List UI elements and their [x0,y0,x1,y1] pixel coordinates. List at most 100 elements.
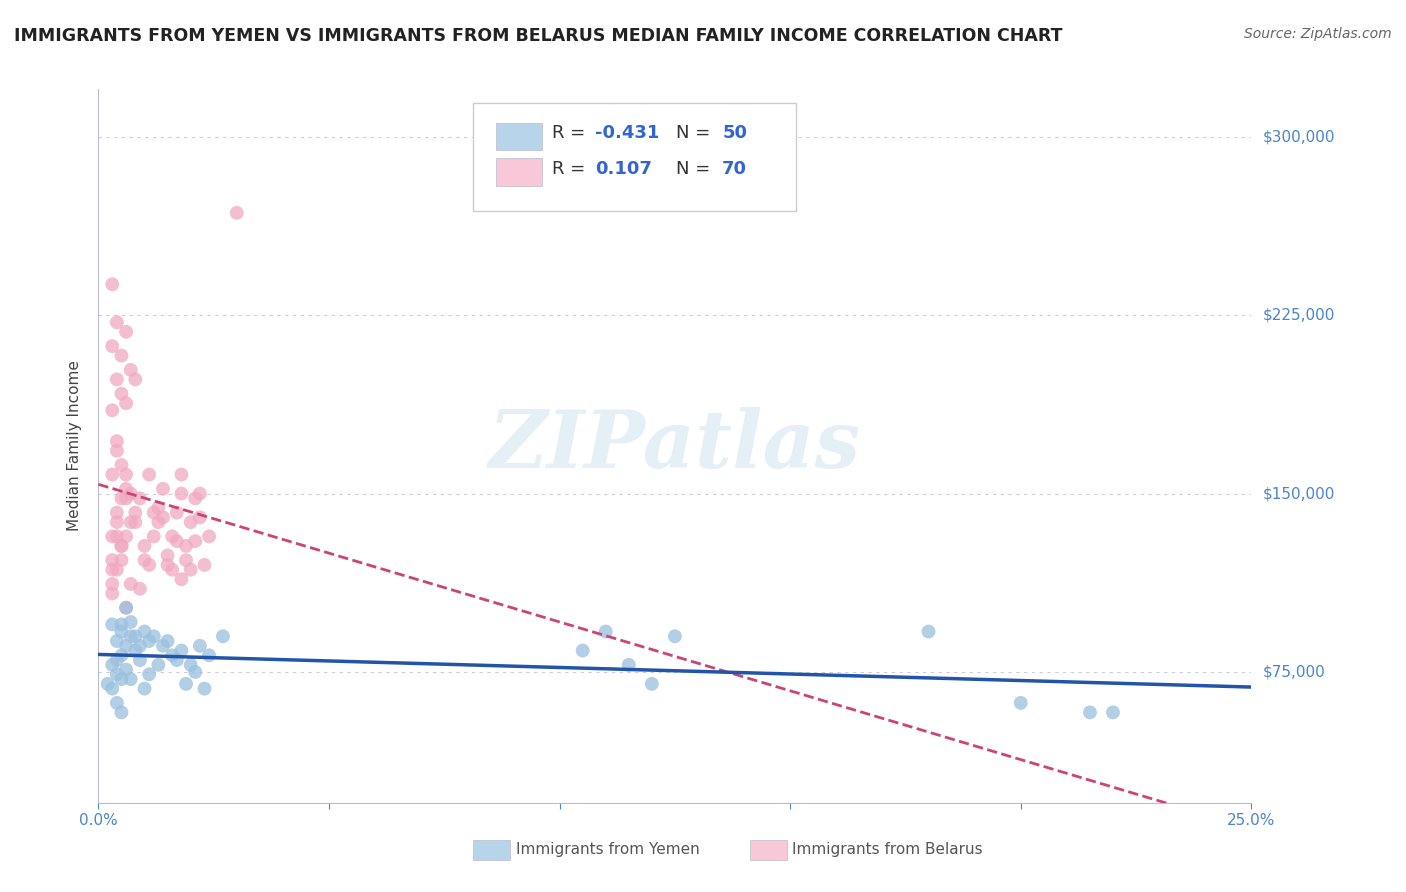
Point [120,577,142,591]
Text: ZIPatlas: ZIPatlas [489,408,860,484]
Point [110,672,132,686]
Point [105,315,128,329]
Point [97,677,120,691]
Point [115,467,138,482]
Text: R =: R = [551,161,596,178]
Point [105,434,128,449]
Point [120,515,142,529]
Point [105,667,128,681]
Point [115,491,138,506]
Text: 50: 50 [723,125,747,143]
Point [156,634,179,648]
Point [120,672,142,686]
Point [115,482,138,496]
Point [101,577,124,591]
Point [115,639,138,653]
Point [170,572,193,586]
Point [110,539,132,553]
Point [129,582,152,596]
Point [129,491,152,506]
Point [101,277,124,292]
Text: 0.107: 0.107 [595,161,652,178]
Point [124,629,146,643]
Point [188,486,211,500]
Point [595,624,617,639]
Point [617,657,640,672]
Point [101,586,124,600]
Point [105,372,128,386]
Point [124,506,146,520]
Point [105,529,128,543]
Point [180,563,202,577]
FancyBboxPatch shape [496,159,543,186]
Point [152,510,174,524]
Point [166,653,188,667]
Point [180,657,202,672]
Text: Immigrants from Belarus: Immigrants from Belarus [793,842,983,856]
Point [138,467,160,482]
Point [1102,706,1125,720]
Point [105,634,128,648]
Point [110,539,132,553]
Point [917,624,939,639]
Point [160,648,183,663]
Point [571,643,593,657]
Point [174,553,197,567]
Text: $225,000: $225,000 [1263,308,1334,323]
Point [193,558,215,572]
Point [110,553,132,567]
Point [1078,706,1101,720]
Point [105,696,128,710]
Point [148,500,170,515]
Point [134,553,156,567]
Point [110,458,132,472]
Point [166,506,188,520]
Point [105,506,128,520]
Point [120,363,142,377]
Point [148,515,170,529]
Point [110,386,132,401]
Point [142,629,165,643]
Point [142,529,165,543]
Point [152,639,174,653]
Point [110,648,132,663]
Text: $150,000: $150,000 [1263,486,1334,501]
Point [184,491,207,506]
Point [160,529,183,543]
Point [120,615,142,629]
Point [212,629,235,643]
Point [105,563,128,577]
Point [193,681,215,696]
Text: IMMIGRANTS FROM YEMEN VS IMMIGRANTS FROM BELARUS MEDIAN FAMILY INCOME CORRELATIO: IMMIGRANTS FROM YEMEN VS IMMIGRANTS FROM… [14,27,1063,45]
Point [101,681,124,696]
Y-axis label: Median Family Income: Median Family Income [67,360,83,532]
Point [105,443,128,458]
Point [120,486,142,500]
Point [110,491,132,506]
Point [101,617,124,632]
Point [120,629,142,643]
Point [134,539,156,553]
Text: N =: N = [676,125,716,143]
Point [115,663,138,677]
Point [1010,696,1032,710]
Point [184,665,207,679]
Point [138,667,160,681]
Point [641,677,664,691]
Point [101,403,124,417]
Point [166,534,188,549]
Point [115,325,138,339]
Text: Source: ZipAtlas.com: Source: ZipAtlas.com [1244,27,1392,41]
Point [101,529,124,543]
Point [101,467,124,482]
FancyBboxPatch shape [749,840,787,860]
Point [156,549,179,563]
Point [105,515,128,529]
FancyBboxPatch shape [496,123,543,150]
Point [184,534,207,549]
Point [188,639,211,653]
Point [134,681,156,696]
Point [101,339,124,353]
Point [129,653,152,667]
Point [156,558,179,572]
